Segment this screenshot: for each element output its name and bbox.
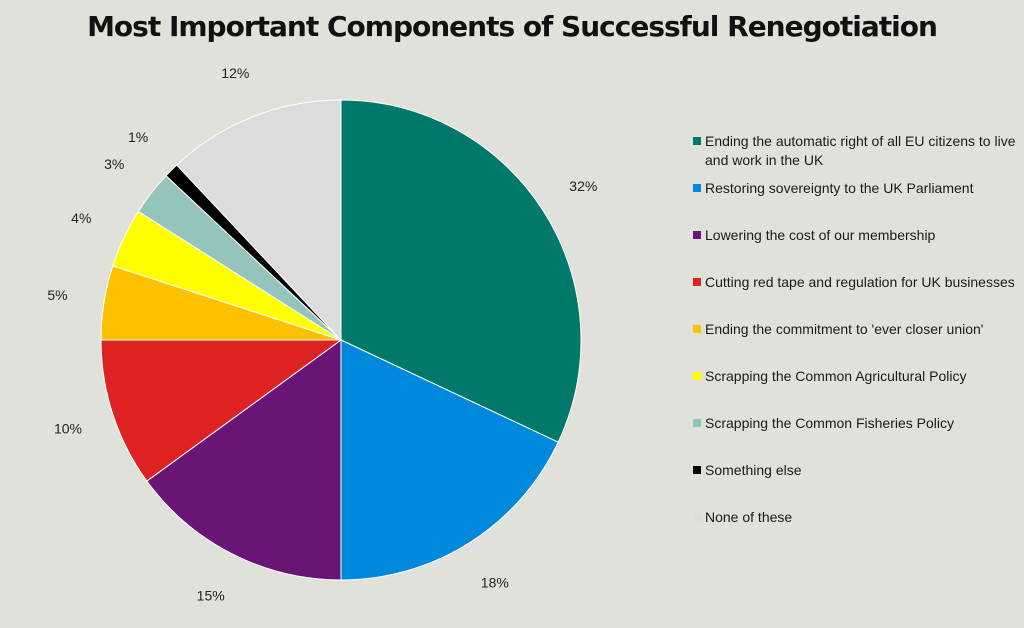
chart-title: Most Important Components of Successful …: [87, 10, 938, 43]
pie-labels: 32% 18% 15% 10% 5% 4% 3%1% 12%: [47, 65, 597, 604]
legend-label: Lowering the cost of our membership: [705, 227, 936, 243]
pie-slices: [100, 99, 582, 581]
legend-swatch: [693, 137, 701, 145]
pie-slice: [146, 339, 342, 581]
slice-percent-label: 10%: [54, 421, 82, 437]
legend-item: Scrapping the Common Agricultural Policy: [693, 367, 1018, 386]
legend-item: Something else: [693, 461, 1018, 480]
legend-item: Restoring sovereignty to the UK Parliame…: [693, 179, 1018, 198]
legend-item: None of these: [693, 508, 1018, 527]
legend-item: Cutting red tape and regulation for UK b…: [693, 273, 1018, 292]
slice-percent-label: 3%: [104, 156, 124, 172]
slice-percent-label: 18%: [481, 574, 509, 590]
legend-swatch: [693, 325, 701, 333]
legend-label: Scrapping the Common Fisheries Policy: [705, 415, 954, 431]
legend-swatch: [693, 419, 701, 427]
slice-percent-label: 1%: [128, 129, 148, 145]
legend-swatch: [693, 278, 701, 286]
legend-swatch: [693, 466, 701, 474]
legend-label: Ending the commitment to 'ever closer un…: [705, 321, 984, 337]
pie-slice: [176, 99, 342, 342]
legend-label: Scrapping the Common Agricultural Policy: [705, 368, 967, 384]
legend-swatch: [693, 184, 701, 192]
pie-slice: [100, 339, 343, 482]
pie-slice: [340, 339, 559, 581]
slice-percent-label: 12%: [221, 65, 249, 81]
legend-label: Restoring sovereignty to the UK Parliame…: [705, 180, 974, 196]
slice-percent-label: 15%: [197, 588, 225, 604]
legend-label: None of these: [705, 509, 793, 525]
legend-item: Ending the automatic right of all EU cit…: [693, 132, 1018, 170]
pie-slice: [340, 99, 582, 443]
slice-percent-label: 5%: [47, 287, 67, 303]
legend-swatch: [693, 513, 701, 521]
legend-swatch: [693, 372, 701, 380]
legend-item: Lowering the cost of our membership: [693, 226, 1018, 245]
slice-percent-label: 4%: [71, 210, 91, 226]
legend-label: Ending the automatic right of all EU cit…: [705, 133, 1016, 168]
legend-item: Scrapping the Common Fisheries Policy: [693, 414, 1018, 433]
legend-item: Ending the commitment to 'ever closer un…: [693, 320, 1018, 339]
slice-percent-label: 32%: [569, 178, 597, 194]
legend-label: Cutting red tape and regulation for UK b…: [705, 274, 1015, 290]
legend-label: Something else: [705, 462, 802, 478]
legend-swatch: [693, 231, 701, 239]
